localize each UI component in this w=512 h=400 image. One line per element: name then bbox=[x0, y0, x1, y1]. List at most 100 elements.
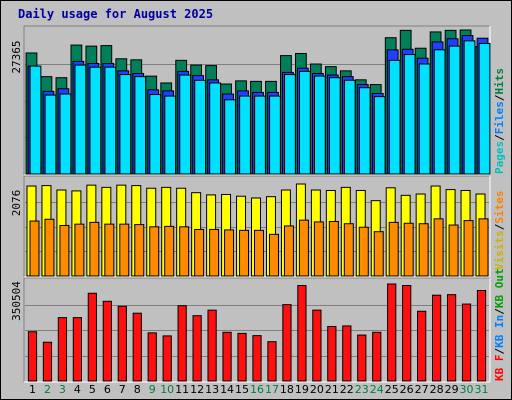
bar-pages-day-21 bbox=[328, 77, 341, 175]
bar-kbf-day-28 bbox=[431, 294, 442, 382]
bar-pages-day-19 bbox=[299, 70, 311, 175]
bar-kbf-day-8 bbox=[132, 312, 142, 382]
bar-sites-day-4 bbox=[74, 223, 85, 277]
bar-pages-day-7 bbox=[119, 74, 132, 175]
x-tick-label-day-1: 1 bbox=[29, 383, 36, 396]
bar-pages-day-11 bbox=[179, 74, 192, 175]
legend-item-kb-in-2: KB In bbox=[493, 315, 506, 348]
bar-sites-day-7 bbox=[119, 223, 130, 277]
x-tick-label-day-24: 24 bbox=[370, 383, 384, 396]
legend-item-kb-f-0: KB F bbox=[493, 355, 506, 382]
bar-pages-day-2 bbox=[44, 94, 57, 175]
bar-sites-day-15 bbox=[239, 229, 250, 277]
bar-pages-day-29 bbox=[448, 45, 461, 175]
bar-sites-day-24 bbox=[373, 231, 384, 277]
bar-pages-day-27 bbox=[418, 63, 431, 175]
bar-pages-day-14 bbox=[224, 99, 236, 175]
legend-item-files-2: Files bbox=[493, 101, 506, 134]
x-tick-label-day-25: 25 bbox=[385, 383, 399, 396]
bar-kbf-day-22 bbox=[342, 325, 352, 382]
bar-pages-day-6 bbox=[104, 66, 117, 175]
x-tick-label-day-14: 14 bbox=[220, 383, 234, 396]
x-tick-label-day-5: 5 bbox=[89, 383, 96, 396]
bar-kbf-day-12 bbox=[192, 315, 202, 382]
bar-kbf-day-11 bbox=[177, 305, 187, 382]
bar-kbf-day-24 bbox=[372, 331, 382, 382]
bar-sites-day-29 bbox=[448, 224, 459, 277]
bar-sites-day-1 bbox=[29, 220, 40, 277]
max-label-kbytes: 350504 bbox=[10, 281, 23, 321]
x-tick-label-day-3: 3 bbox=[59, 383, 66, 396]
x-tick-label-day-19: 19 bbox=[295, 383, 309, 396]
bar-sites-day-9 bbox=[149, 226, 160, 277]
bar-pages-day-13 bbox=[209, 82, 221, 175]
bar-pages-day-30 bbox=[463, 40, 476, 175]
x-tick-label-day-27: 27 bbox=[415, 383, 429, 396]
bar-sites-day-2 bbox=[44, 218, 55, 277]
bar-kbf-day-13 bbox=[207, 309, 217, 382]
bar-pages-day-24 bbox=[373, 96, 386, 175]
legend-item-kb-out-4: KB Out bbox=[493, 268, 506, 308]
bar-kbf-day-3 bbox=[57, 317, 68, 382]
legend-visits-sites: Visits/Sites bbox=[493, 191, 506, 271]
bar-kbf-day-1 bbox=[27, 331, 38, 382]
legend-item---3: / bbox=[493, 94, 506, 101]
x-tick-label-day-2: 2 bbox=[44, 383, 51, 396]
x-tick-label-day-23: 23 bbox=[355, 383, 369, 396]
bar-kbf-day-21 bbox=[327, 325, 337, 382]
x-tick-label-day-4: 4 bbox=[74, 383, 81, 396]
legend-kbytes: KB F/KB In/KB Out bbox=[493, 268, 506, 381]
bar-pages-day-8 bbox=[134, 76, 147, 175]
x-tick-label-day-7: 7 bbox=[119, 383, 126, 396]
max-label-visits-requests: 27365 bbox=[10, 40, 23, 73]
bar-kbf-day-9 bbox=[147, 332, 157, 382]
bar-kbf-day-29 bbox=[446, 294, 457, 382]
bar-sites-day-31 bbox=[478, 218, 489, 277]
bar-kbf-day-14 bbox=[222, 331, 232, 382]
x-tick-label-day-29: 29 bbox=[445, 383, 459, 396]
x-tick-label-day-8: 8 bbox=[134, 383, 141, 396]
bar-kbf-day-19 bbox=[297, 285, 307, 382]
bar-pages-day-18 bbox=[284, 74, 296, 175]
bar-kbf-day-5 bbox=[87, 292, 97, 382]
x-tick-label-day-18: 18 bbox=[280, 383, 294, 396]
x-tick-label-day-16: 16 bbox=[250, 383, 264, 396]
x-tick-label-day-13: 13 bbox=[205, 383, 219, 396]
bar-kbf-day-31 bbox=[476, 290, 487, 382]
bar-pages-day-20 bbox=[313, 75, 326, 175]
legend-item---1: / bbox=[493, 134, 506, 141]
bar-sites-day-5 bbox=[89, 221, 100, 277]
bar-sites-day-22 bbox=[343, 223, 354, 277]
legend-visits-requests: Pages/Files/Hits bbox=[493, 68, 506, 174]
bar-kbf-day-10 bbox=[162, 335, 172, 382]
legend-item-pages-0: Pages bbox=[493, 141, 506, 174]
bar-sites-day-26 bbox=[403, 222, 414, 277]
bar-pages-day-15 bbox=[239, 95, 251, 175]
legend-item-hits-4: Hits bbox=[493, 68, 506, 95]
bar-pages-day-3 bbox=[59, 93, 72, 175]
bar-sites-day-6 bbox=[104, 223, 115, 277]
bar-sites-day-21 bbox=[328, 220, 339, 277]
chart-title: Daily usage for August 2025 bbox=[18, 7, 214, 21]
x-tick-label-day-30: 30 bbox=[460, 383, 474, 396]
x-tick-label-day-31: 31 bbox=[475, 383, 489, 396]
bar-sites-day-11 bbox=[179, 226, 190, 277]
bar-sites-day-28 bbox=[433, 218, 444, 277]
bar-pages-day-22 bbox=[343, 79, 356, 175]
bar-sites-day-20 bbox=[313, 221, 324, 277]
x-tick-label-day-9: 9 bbox=[149, 383, 156, 396]
bar-kbf-day-18 bbox=[282, 304, 292, 382]
max-label-visits-sites: 2076 bbox=[10, 190, 23, 217]
x-tick-label-day-26: 26 bbox=[400, 383, 414, 396]
bar-pages-day-17 bbox=[269, 95, 281, 175]
x-tick-label-day-28: 28 bbox=[430, 383, 444, 396]
bar-pages-day-10 bbox=[164, 95, 177, 175]
bar-kbf-day-25 bbox=[387, 283, 397, 382]
bar-kbf-day-15 bbox=[237, 332, 247, 382]
x-tick-label-day-11: 11 bbox=[175, 383, 189, 396]
bar-sites-day-14 bbox=[224, 229, 235, 277]
x-tick-label-day-17: 17 bbox=[265, 383, 279, 396]
bar-kbf-day-27 bbox=[417, 310, 427, 382]
bar-kbf-day-7 bbox=[117, 305, 127, 382]
bar-sites-day-3 bbox=[59, 224, 70, 277]
